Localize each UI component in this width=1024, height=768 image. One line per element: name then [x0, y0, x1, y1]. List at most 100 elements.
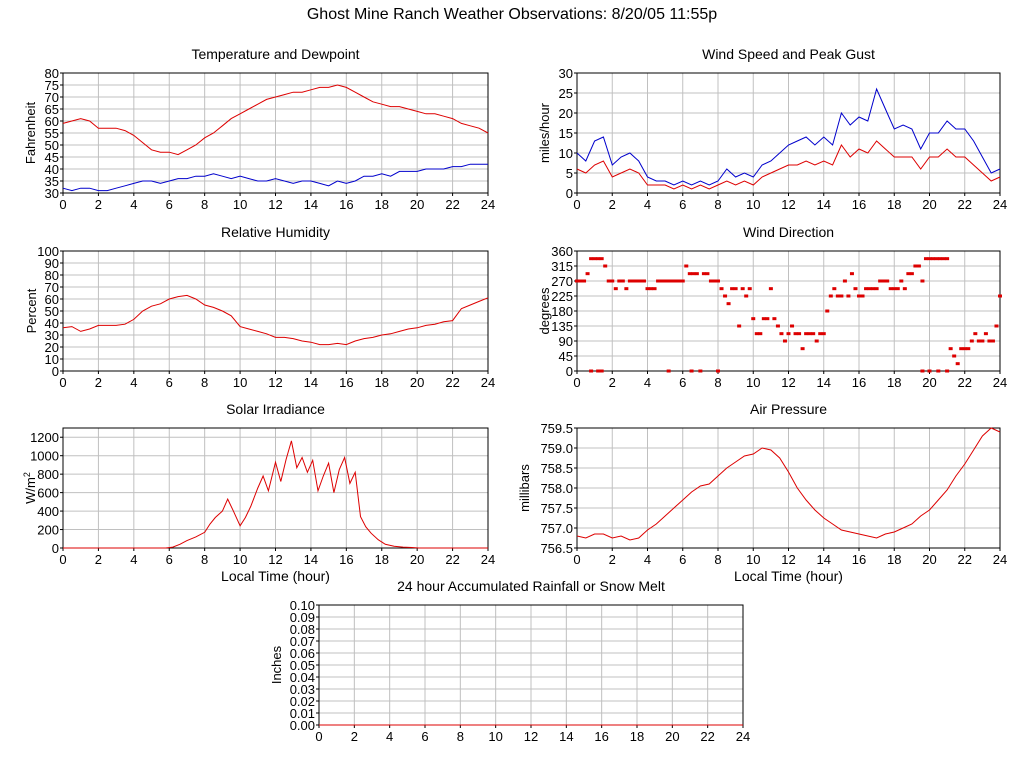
y-tick-label: 180: [551, 304, 573, 319]
x-tick-label: 4: [130, 375, 137, 390]
data-point: [719, 287, 724, 291]
y-tick-label: 1200: [30, 430, 59, 445]
y-tick-label: 40: [45, 316, 59, 331]
x-tick-label: 2: [351, 729, 358, 744]
data-point: [730, 287, 735, 291]
x-tick-label: 10: [233, 552, 247, 567]
page-title: Ghost Mine Ranch Weather Observations: 8…: [306, 6, 718, 23]
x-tick-label: 16: [339, 552, 353, 567]
data-point: [976, 339, 981, 343]
data-point: [864, 287, 869, 291]
y-tick-label: 0.01: [290, 706, 315, 721]
y-tick-label: 75: [45, 78, 59, 93]
data-point: [969, 339, 974, 343]
y-tick-label: 90: [45, 256, 59, 271]
chart-title: 24 hour Accumulated Rainfall or Snow Mel…: [397, 578, 665, 594]
data-point: [578, 279, 583, 283]
y-tick-label: 45: [559, 349, 573, 364]
x-tick-label: 20: [922, 375, 936, 390]
data-point: [603, 264, 608, 268]
data-point: [867, 287, 872, 291]
data-point: [874, 287, 879, 291]
y-tick-label: 759.0: [540, 441, 573, 456]
y-tick-label: 10: [559, 146, 573, 161]
data-point: [733, 287, 738, 291]
data-point: [839, 294, 844, 298]
y-tick-label: 0: [566, 364, 573, 379]
x-tick-label: 10: [746, 375, 760, 390]
y-tick-label: 45: [45, 150, 59, 165]
data-point: [878, 279, 883, 283]
data-point: [689, 369, 694, 373]
data-point: [582, 279, 587, 283]
y-tick-label: 0.08: [290, 622, 315, 637]
data-point: [677, 279, 682, 283]
data-point: [931, 257, 936, 261]
data-point: [596, 369, 601, 373]
data-point: [768, 287, 773, 291]
series-line-0: [576, 427, 1001, 541]
data-point: [652, 287, 657, 291]
x-tick-label: 8: [714, 552, 721, 567]
x-tick-label: 8: [714, 197, 721, 212]
x-tick-label: 24: [993, 375, 1007, 390]
data-point: [744, 294, 749, 298]
data-point: [814, 339, 819, 343]
y-tick-label: 70: [45, 90, 59, 105]
data-point: [888, 287, 893, 291]
data-point: [871, 287, 876, 291]
y-tick-label: 315: [551, 259, 573, 274]
data-point: [920, 279, 925, 283]
y-tick-label: 60: [45, 292, 59, 307]
data-point: [740, 287, 745, 291]
y-tick-label: 758.0: [540, 481, 573, 496]
x-tick-label: 8: [201, 552, 208, 567]
x-tick-label: 14: [817, 375, 831, 390]
chart-title: Wind Speed and Peak Gust: [702, 46, 875, 62]
x-tick-label: 18: [375, 197, 389, 212]
data-point: [786, 332, 791, 336]
data-point: [645, 287, 650, 291]
data-point: [987, 339, 992, 343]
x-tick-label: 8: [457, 729, 464, 744]
y-tick-label: 0: [52, 364, 59, 379]
x-tick-label: 4: [130, 552, 137, 567]
x-tick-label: 8: [201, 375, 208, 390]
x-tick-label: 4: [644, 375, 651, 390]
data-point: [670, 279, 675, 283]
y-tick-label: 0.09: [290, 610, 315, 625]
x-tick-label: 20: [410, 552, 424, 567]
data-point: [620, 279, 625, 283]
y-tick-label: 759.5: [540, 421, 573, 436]
x-tick-label: 14: [559, 729, 573, 744]
data-point: [955, 362, 960, 366]
x-tick-label: 0: [59, 375, 66, 390]
y-axis-label: W/m2: [22, 472, 38, 504]
data-point: [881, 279, 886, 283]
x-tick-label: 4: [130, 197, 137, 212]
chart-title: Relative Humidity: [221, 224, 330, 240]
x-tick-label: 2: [95, 197, 102, 212]
x-tick-label: 22: [445, 552, 459, 567]
x-tick-label: 4: [644, 197, 651, 212]
data-point: [613, 287, 618, 291]
data-point: [994, 324, 999, 328]
x-tick-label: 24: [481, 552, 495, 567]
x-tick-label: 18: [375, 375, 389, 390]
y-tick-label: 0.03: [290, 682, 315, 697]
x-tick-label: 14: [304, 375, 318, 390]
x-tick-label: 22: [958, 197, 972, 212]
data-point: [737, 324, 742, 328]
x-tick-label: 22: [445, 197, 459, 212]
data-point: [962, 347, 967, 351]
y-tick-label: 0.00: [290, 718, 315, 733]
y-tick-label: 800: [37, 467, 59, 482]
data-point: [832, 287, 837, 291]
y-tick-label: 5: [566, 166, 573, 181]
x-tick-label: 0: [59, 552, 66, 567]
chart-title: Temperature and Dewpoint: [191, 46, 359, 62]
data-point: [772, 317, 777, 321]
x-tick-label: 20: [410, 375, 424, 390]
x-tick-label: 24: [993, 552, 1007, 567]
